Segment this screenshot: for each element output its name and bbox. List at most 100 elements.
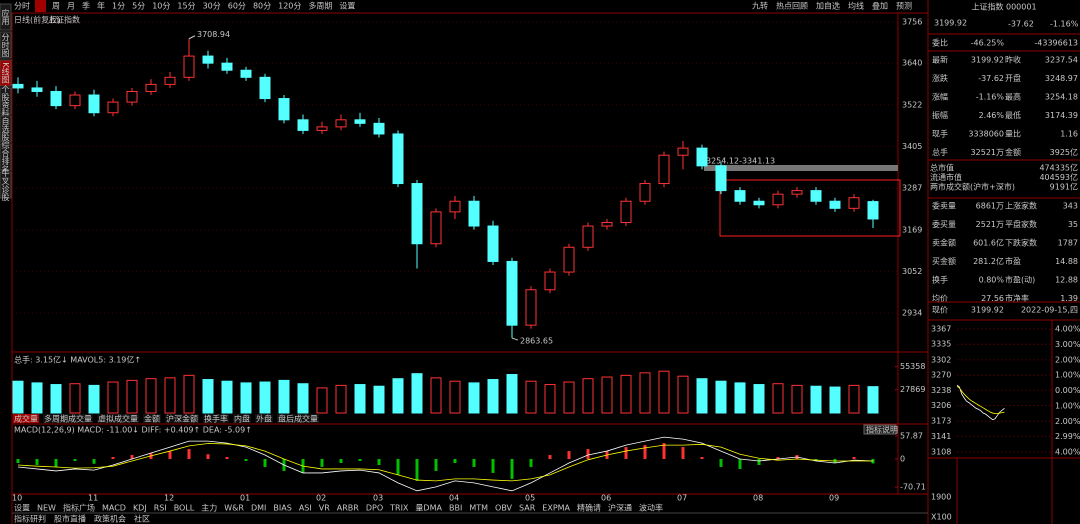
volume-bar xyxy=(107,381,119,414)
volume-tab[interactable]: 多周期成交量 xyxy=(44,414,92,424)
macd-dif xyxy=(17,436,874,492)
y-tick-label: 3522 xyxy=(902,100,922,109)
toolbar-tab[interactable]: 设置 xyxy=(339,1,355,11)
volume-tab[interactable]: 虚拟成交量 xyxy=(98,414,138,424)
indicator-tab[interactable]: BBI xyxy=(449,504,462,513)
toolbar-tab[interactable]: 15分 xyxy=(177,2,195,11)
indicator-tab[interactable]: 波动率 xyxy=(639,503,663,513)
volume-tab[interactable]: 换手率 xyxy=(204,414,228,424)
toolbar-tab[interactable]: 80分 xyxy=(253,2,271,11)
toolbar-tab[interactable]: 60分 xyxy=(228,2,246,11)
x-tick-label: 02 xyxy=(316,494,326,503)
toolbar-button[interactable]: 均线 xyxy=(848,1,864,11)
bottom-tab[interactable]: 股市直播 xyxy=(54,514,86,524)
indicator-tab[interactable]: 主力 xyxy=(201,503,217,513)
toolbar-tab[interactable]: 10分 xyxy=(152,2,170,11)
vol-tick-label: 1900 xyxy=(931,493,951,502)
candle-body xyxy=(373,122,385,135)
indicator-tab[interactable]: ASI xyxy=(299,504,312,513)
sidebar-label[interactable]: 牛叉诊股 xyxy=(1,168,10,202)
toolbar-tab[interactable]: 1分 xyxy=(112,2,125,11)
indicator-tab[interactable]: BIAS xyxy=(273,504,291,513)
toolbar-button[interactable]: 九转 xyxy=(752,1,768,11)
volume-tab[interactable]: 盘后成交量 xyxy=(278,414,318,424)
quote-value: 9191亿 xyxy=(1050,182,1078,192)
indicator-tab[interactable]: VR xyxy=(319,504,330,513)
macd-help[interactable]: 指标说明 xyxy=(866,425,898,435)
indicator-tab[interactable]: W&R xyxy=(224,504,244,513)
volume-tab[interactable]: 内盘 xyxy=(234,414,250,424)
toolbar-tab[interactable]: 年 xyxy=(97,1,105,11)
indicator-tab[interactable]: DMI xyxy=(251,504,266,513)
toolbar-tab[interactable]: 月 xyxy=(67,2,75,11)
volume-bar xyxy=(563,381,575,414)
volume-tab[interactable]: 外盘 xyxy=(256,414,272,424)
indicator-tab[interactable]: 沪深通 xyxy=(608,503,632,513)
volume-tab[interactable]: 成交量 xyxy=(14,414,38,424)
bottom-tab[interactable]: 指标研判 xyxy=(14,514,46,524)
indicator-tab[interactable]: MTM xyxy=(469,504,488,513)
toolbar-button[interactable]: 加自选 xyxy=(816,1,840,11)
quote-label: 金额 xyxy=(1005,147,1021,157)
sidebar-label[interactable]: 自选股 xyxy=(1,116,10,142)
y-tick-label: 3640 xyxy=(902,59,922,68)
bottom-tab[interactable]: 社区 xyxy=(134,514,150,524)
quote-value: 3248.97 xyxy=(1045,74,1078,83)
sidebar-label[interactable]: 分时图 xyxy=(1,33,10,58)
x-tick-label: 06 xyxy=(601,494,611,503)
toolbar-button[interactable]: 叠加 xyxy=(872,1,888,11)
quote-value: 343 xyxy=(1063,202,1078,211)
candle-body xyxy=(734,190,746,202)
quote-label: 现手 xyxy=(932,129,948,139)
indicator-tab[interactable]: 量DMA xyxy=(415,504,442,513)
quote-label: 流通市值 xyxy=(930,172,962,182)
highlight-box xyxy=(719,179,901,237)
volume-bar xyxy=(639,372,651,414)
indicator-tab[interactable]: KDJ xyxy=(133,504,147,513)
indicator-tab[interactable]: NEW xyxy=(37,504,56,513)
indicator-tab[interactable]: RSI xyxy=(154,504,167,513)
indicator-tab[interactable]: OBV xyxy=(495,504,513,513)
volume-tab[interactable]: 沪深金额 xyxy=(166,414,198,424)
indicator-tab[interactable]: TRIX xyxy=(389,504,409,513)
bottom-tab[interactable]: 政策机会 xyxy=(94,514,126,524)
candle-body xyxy=(867,201,879,220)
vol-unit: X100 xyxy=(931,513,952,522)
indicator-tab[interactable]: DPO xyxy=(366,504,383,513)
sidebar-label[interactable]: 个股资料 xyxy=(1,85,10,118)
indicator-tab[interactable]: EXPMA xyxy=(542,504,570,513)
candle-body xyxy=(829,200,841,209)
sidebar-tab xyxy=(0,115,12,143)
volume-bar xyxy=(582,378,594,414)
quote-price: 3199.92 xyxy=(934,19,967,28)
toolbar-tab[interactable]: 分时 xyxy=(14,1,30,11)
toolbar-tab[interactable]: 多周期 xyxy=(308,1,332,11)
toolbar-button[interactable]: 预测 xyxy=(896,1,912,11)
toolbar-tab[interactable]: 5分 xyxy=(132,2,145,11)
y-tick-label: 3173 xyxy=(931,417,951,426)
quote-label: 上涨家数 xyxy=(1005,201,1037,211)
sidebar-tab xyxy=(0,143,12,171)
toolbar-tab[interactable]: 季 xyxy=(82,1,90,11)
sidebar-label[interactable]: K线图 xyxy=(1,62,10,84)
toolbar-tab[interactable]: 周 xyxy=(52,2,60,11)
indicator-tab[interactable]: BOLL xyxy=(174,504,195,513)
volume-bar xyxy=(373,385,385,414)
toolbar-tab[interactable]: 120分 xyxy=(278,2,301,11)
indicator-tab[interactable]: ARBR xyxy=(337,504,360,513)
toolbar-button[interactable]: 热点回顾 xyxy=(776,1,808,11)
sidebar-label[interactable]: 综合排名 xyxy=(1,140,10,174)
volume-tab[interactable]: 金额 xyxy=(144,414,160,424)
indicator-tab[interactable]: MACD xyxy=(102,504,126,513)
indicator-tab[interactable]: 设置 xyxy=(14,503,30,513)
indicator-tab[interactable]: SAR xyxy=(519,504,536,513)
quote-value: 1787 xyxy=(1058,239,1078,248)
quote-label: 量比 xyxy=(1005,129,1021,139)
indicator-tab[interactable]: 指标广场 xyxy=(63,503,95,513)
sidebar-label[interactable]: 应用 xyxy=(1,8,10,26)
quote-label: 总市值 xyxy=(930,163,954,173)
quote-label: 均价 xyxy=(932,293,948,303)
toolbar-tab[interactable]: 30分 xyxy=(203,2,221,11)
indicator-tab[interactable]: 精确请 xyxy=(577,503,601,513)
pct-tick-label: 3.00% xyxy=(1055,340,1080,349)
